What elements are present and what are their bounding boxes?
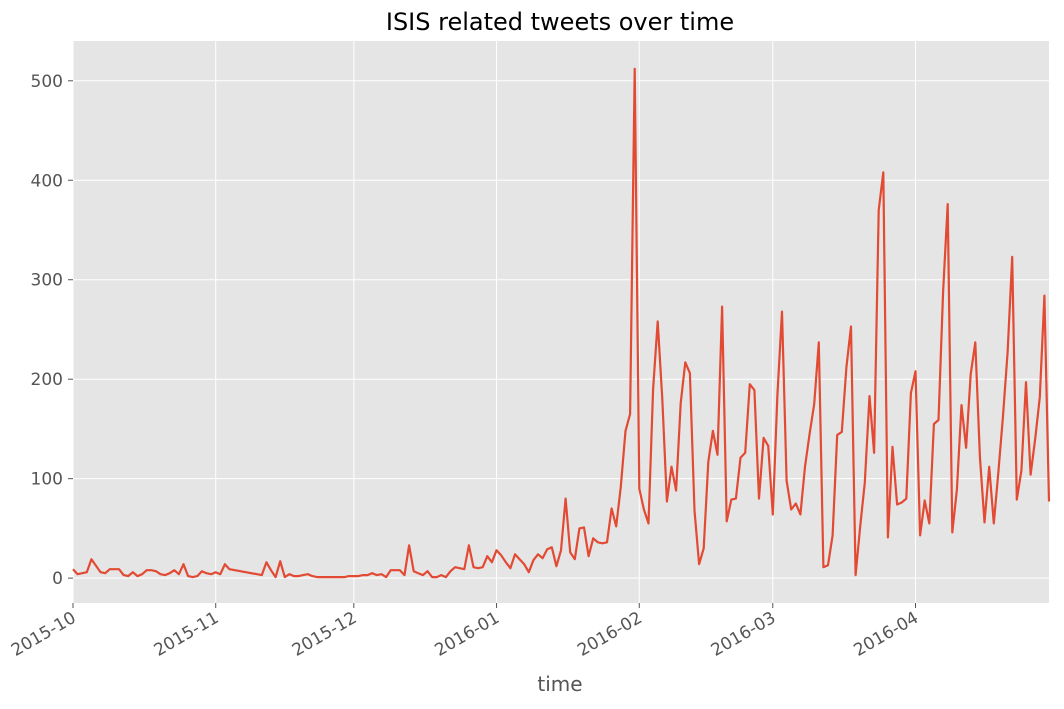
- y-tick-label: 200: [31, 370, 63, 390]
- series-line: [72, 67, 1051, 579]
- x-tick-label: 2015-11: [151, 608, 223, 661]
- y-tick-label: 0: [52, 569, 63, 589]
- chart-title: ISIS related tweets over time: [386, 8, 734, 36]
- x-tick-label: 2016-04: [850, 608, 922, 661]
- x-tick-label: 2016-02: [574, 608, 646, 661]
- plot-area: [73, 41, 1049, 603]
- y-tick-label: 400: [31, 171, 63, 191]
- y-axis: 0 100 200 300 400 500: [31, 72, 73, 589]
- x-tick-label: 2016-03: [708, 608, 780, 661]
- y-tick-label: 300: [31, 271, 63, 291]
- x-tick-label: 2015-10: [8, 608, 80, 661]
- x-tick-label: 2016-01: [432, 608, 504, 661]
- x-axis: 2015-10 2015-11 2015-12 2016-01 2016-02 2016-…: [8, 603, 922, 661]
- x-tick-label: 2015-12: [289, 608, 361, 661]
- grid-lines: [72, 41, 1049, 603]
- y-tick-label: 500: [31, 72, 63, 92]
- y-tick-label: 100: [31, 470, 63, 490]
- x-axis-label: time: [537, 672, 582, 696]
